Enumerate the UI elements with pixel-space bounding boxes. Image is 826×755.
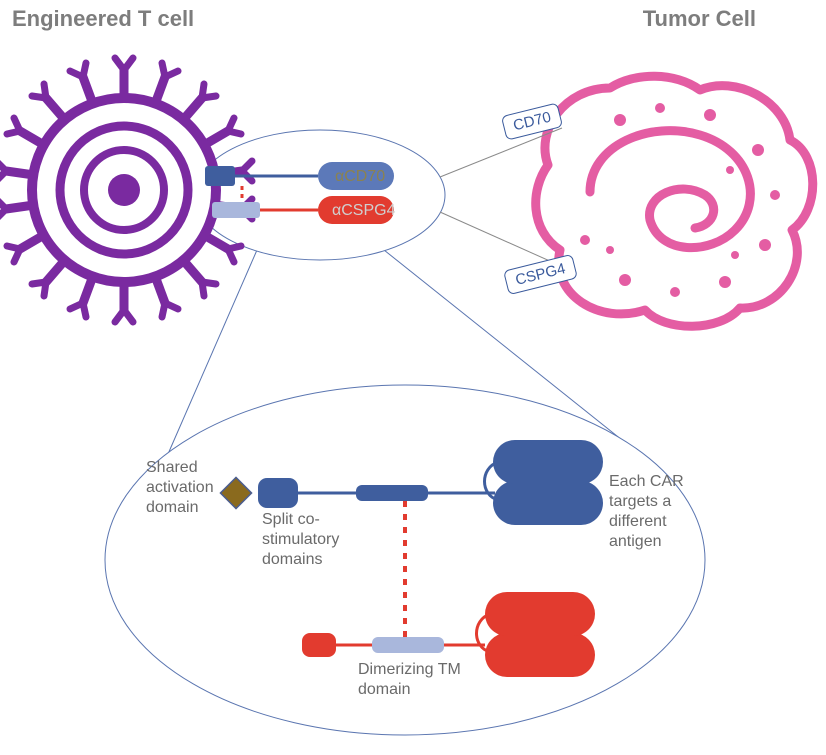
caption-dimerizing-tm: Dimerizing TM domain (358, 660, 468, 700)
t-cell-icon (0, 58, 252, 322)
caption-shared-activation: Shared activation domain (146, 458, 236, 518)
car-label-cd70: αCD70 (323, 165, 397, 189)
main-diagram-svg (0, 0, 826, 755)
caption-split-costim: Split co-stimulatory domains (262, 510, 392, 570)
caption-each-car: Each CAR targets a different antigen (609, 472, 709, 552)
car-label-cspg4: αCSPG4 (320, 199, 408, 223)
tumor-cell-icon (536, 76, 813, 326)
top-synapse-ellipse (195, 130, 445, 260)
